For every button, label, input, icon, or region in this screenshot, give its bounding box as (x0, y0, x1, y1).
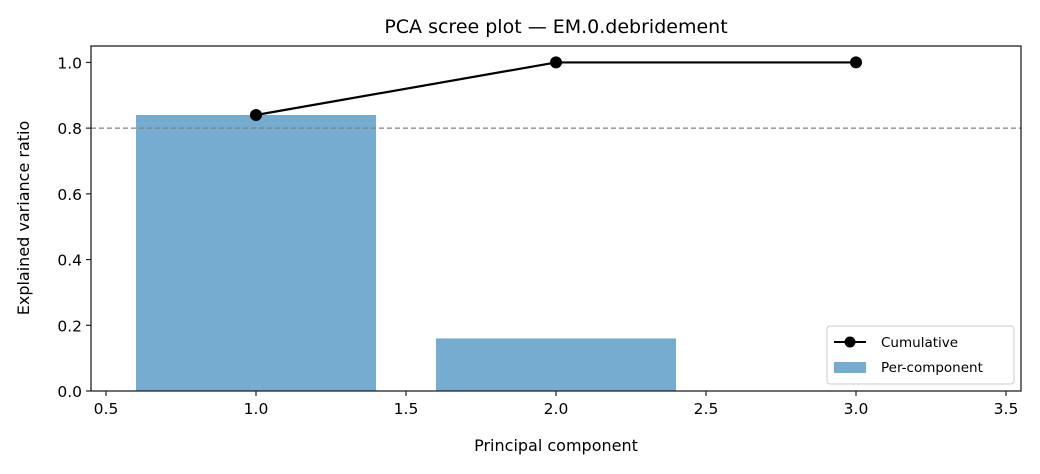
legend-box (826, 325, 1015, 385)
legend-cumulative-label: Cumulative (881, 335, 958, 351)
chart-title: PCA scree plot — EM.0.debridement (384, 16, 727, 38)
cumulative-polyline (255, 61, 856, 117)
x-tick-label: 2.0 (544, 400, 569, 418)
x-axis-ticks: 0.5 1.0 1.5 2.0 2.5 3.0 3.5 (94, 391, 1019, 418)
bar (136, 115, 376, 391)
y-tick-label: 1.0 (57, 54, 82, 72)
x-axis-label: Principal component (474, 436, 638, 455)
y-tick-label: 0.6 (57, 186, 82, 204)
x-tick-label: 3.5 (994, 400, 1019, 418)
x-tick-label: 2.5 (694, 400, 719, 418)
cumulative-marker (850, 56, 862, 69)
y-axis-label: Explained variance ratio (14, 121, 33, 316)
cumulative-marker (550, 56, 562, 69)
legend: Cumulative Per-component (826, 325, 1015, 385)
y-tick-label: 0.2 (57, 317, 82, 335)
y-tick-label: 0.4 (57, 252, 82, 270)
legend-marker-icon (844, 336, 856, 348)
y-axis-ticks: 0.0 0.2 0.4 0.6 0.8 1.0 (57, 54, 91, 401)
cumulative-line (250, 56, 862, 121)
cumulative-marker (250, 109, 262, 121)
y-tick-label: 0.0 (57, 383, 82, 401)
per-component-bars (136, 115, 676, 391)
legend-per-component-label: Per-component (881, 360, 983, 376)
x-tick-label: 3.0 (844, 400, 869, 418)
bar (436, 338, 676, 391)
x-tick-label: 0.5 (94, 400, 119, 418)
y-tick-label: 0.8 (57, 120, 82, 138)
legend-per-component-icon (834, 362, 866, 373)
x-tick-label: 1.0 (244, 400, 269, 418)
x-tick-label: 1.5 (394, 400, 419, 418)
